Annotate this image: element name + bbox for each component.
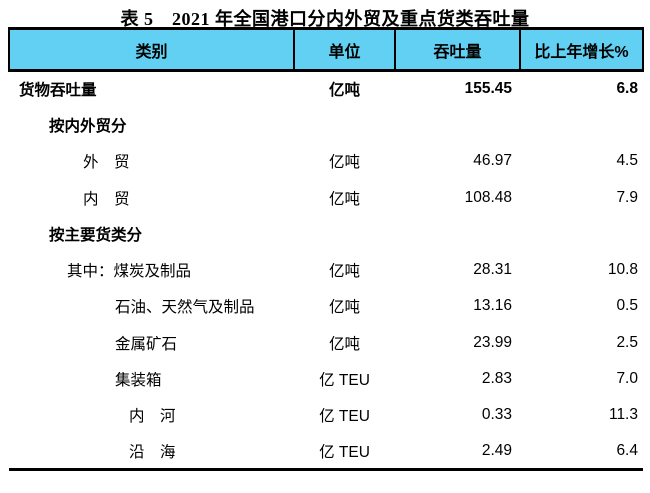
cell-throughput: 2.49 xyxy=(395,433,520,472)
cell-unit xyxy=(294,216,395,252)
cell-category: 沿 海 xyxy=(9,433,294,472)
cell-growth: 10.8 xyxy=(607,261,638,279)
cell-throughput: 28.31 xyxy=(473,261,512,279)
col-header-growth: 比上年增长% xyxy=(519,27,644,72)
table-row: 外 贸 亿吨 46.97 4.5 xyxy=(9,143,643,179)
cell-unit xyxy=(294,107,395,143)
col-header-category: 类别 xyxy=(8,27,294,72)
table-row: 金属矿石 亿吨 23.99 2.5 xyxy=(9,325,643,361)
cell-growth: 4.5 xyxy=(616,152,638,170)
cell-throughput: 46.97 xyxy=(473,152,512,170)
cell-growth xyxy=(520,216,643,252)
cell-throughput: 23.99 xyxy=(473,333,512,351)
table-title: 表 5 2021 年全国港口分内外贸及重点货类吞吐量 xyxy=(120,9,530,29)
cell-unit: 亿 TEU xyxy=(319,408,370,426)
table-row: 沿 海亿 TEU 2.49 6.4 xyxy=(9,433,643,472)
table-row: 其中：煤炭及制品 亿吨 28.31 10.8 xyxy=(9,252,643,288)
col-header-throughput: 吞吐量 xyxy=(394,27,520,72)
cell-growth xyxy=(520,107,643,143)
cell-unit: 亿 TEU xyxy=(294,433,395,472)
cell-throughput: 2.83 xyxy=(481,370,512,388)
cell-growth: 7.9 xyxy=(616,188,638,206)
cell-growth: 6.4 xyxy=(520,433,643,472)
cell-throughput: 0.33 xyxy=(481,406,512,424)
cell-unit: 亿吨 xyxy=(328,335,360,353)
cell-throughput: 13.16 xyxy=(473,297,512,315)
cell-category: 内 贸 xyxy=(83,190,130,208)
cell-throughput: 108.48 xyxy=(464,188,512,206)
table-row: 货物吞吐量 亿吨 155.45 6.8 xyxy=(9,71,643,107)
cell-unit: 亿吨 xyxy=(328,190,360,208)
cell-throughput: 155.45 xyxy=(464,80,512,98)
cell-category: 按内外贸分 xyxy=(49,117,127,135)
cell-growth: 6.8 xyxy=(616,80,638,98)
table-row: 内 贸 亿吨 108.48 7.9 xyxy=(9,179,643,215)
cell-unit: 亿吨 xyxy=(328,299,360,317)
cell-category: 集装箱 xyxy=(115,372,162,390)
cell-growth: 2.5 xyxy=(616,333,638,351)
cell-category: 其中：煤炭及制品 xyxy=(67,263,192,281)
cell-category: 按主要货类分 xyxy=(49,226,143,244)
cell-category: 外 贸 xyxy=(83,154,130,172)
table-row: 按内外贸分 xyxy=(9,107,643,143)
cell-throughput xyxy=(395,107,520,143)
cell-category: 金属矿石 xyxy=(115,335,178,353)
cell-category: 内 河 xyxy=(129,408,176,426)
cell-category: 石油、天然气及制品 xyxy=(115,299,255,317)
col-header-unit: 单位 xyxy=(293,27,395,72)
cell-unit: 亿吨 xyxy=(328,154,360,172)
cell-unit: 亿 TEU xyxy=(319,372,370,390)
table-row: 石油、天然气及制品 亿吨 13.16 0.5 xyxy=(9,288,643,324)
table-row: 按主要货类分 xyxy=(9,216,643,252)
cell-growth: 0.5 xyxy=(616,297,638,315)
cell-growth: 7.0 xyxy=(616,370,638,388)
cell-unit: 亿吨 xyxy=(328,263,360,281)
cell-growth: 11.3 xyxy=(608,406,638,424)
cell-throughput xyxy=(395,216,520,252)
header-row: 类别 单位 吞吐量 比上年增长% xyxy=(8,27,644,72)
table-row: 集装箱 亿 TEU 2.83 7.0 xyxy=(9,361,643,397)
port-throughput-table: 类别 单位 吞吐量 比上年增长% 货物吞吐量 亿吨 155.45 6.8 按内外贸分外 … xyxy=(8,27,644,472)
table-row: 内 河 亿 TEU 0.33 11.3 xyxy=(9,397,643,433)
cell-unit: 亿吨 xyxy=(328,82,360,100)
cell-category: 货物吞吐量 xyxy=(19,82,97,100)
